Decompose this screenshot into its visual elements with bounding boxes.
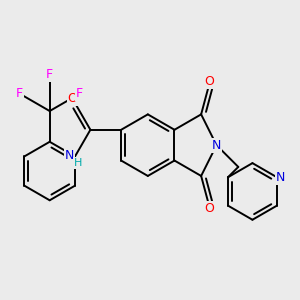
Text: H: H <box>74 158 82 168</box>
Text: O: O <box>204 202 214 215</box>
Text: N: N <box>275 171 285 184</box>
Text: N: N <box>212 139 221 152</box>
Text: F: F <box>16 87 23 100</box>
Text: N: N <box>65 149 74 162</box>
Text: O: O <box>68 92 77 105</box>
Text: F: F <box>76 87 83 100</box>
Text: F: F <box>46 68 53 81</box>
Text: O: O <box>204 75 214 88</box>
